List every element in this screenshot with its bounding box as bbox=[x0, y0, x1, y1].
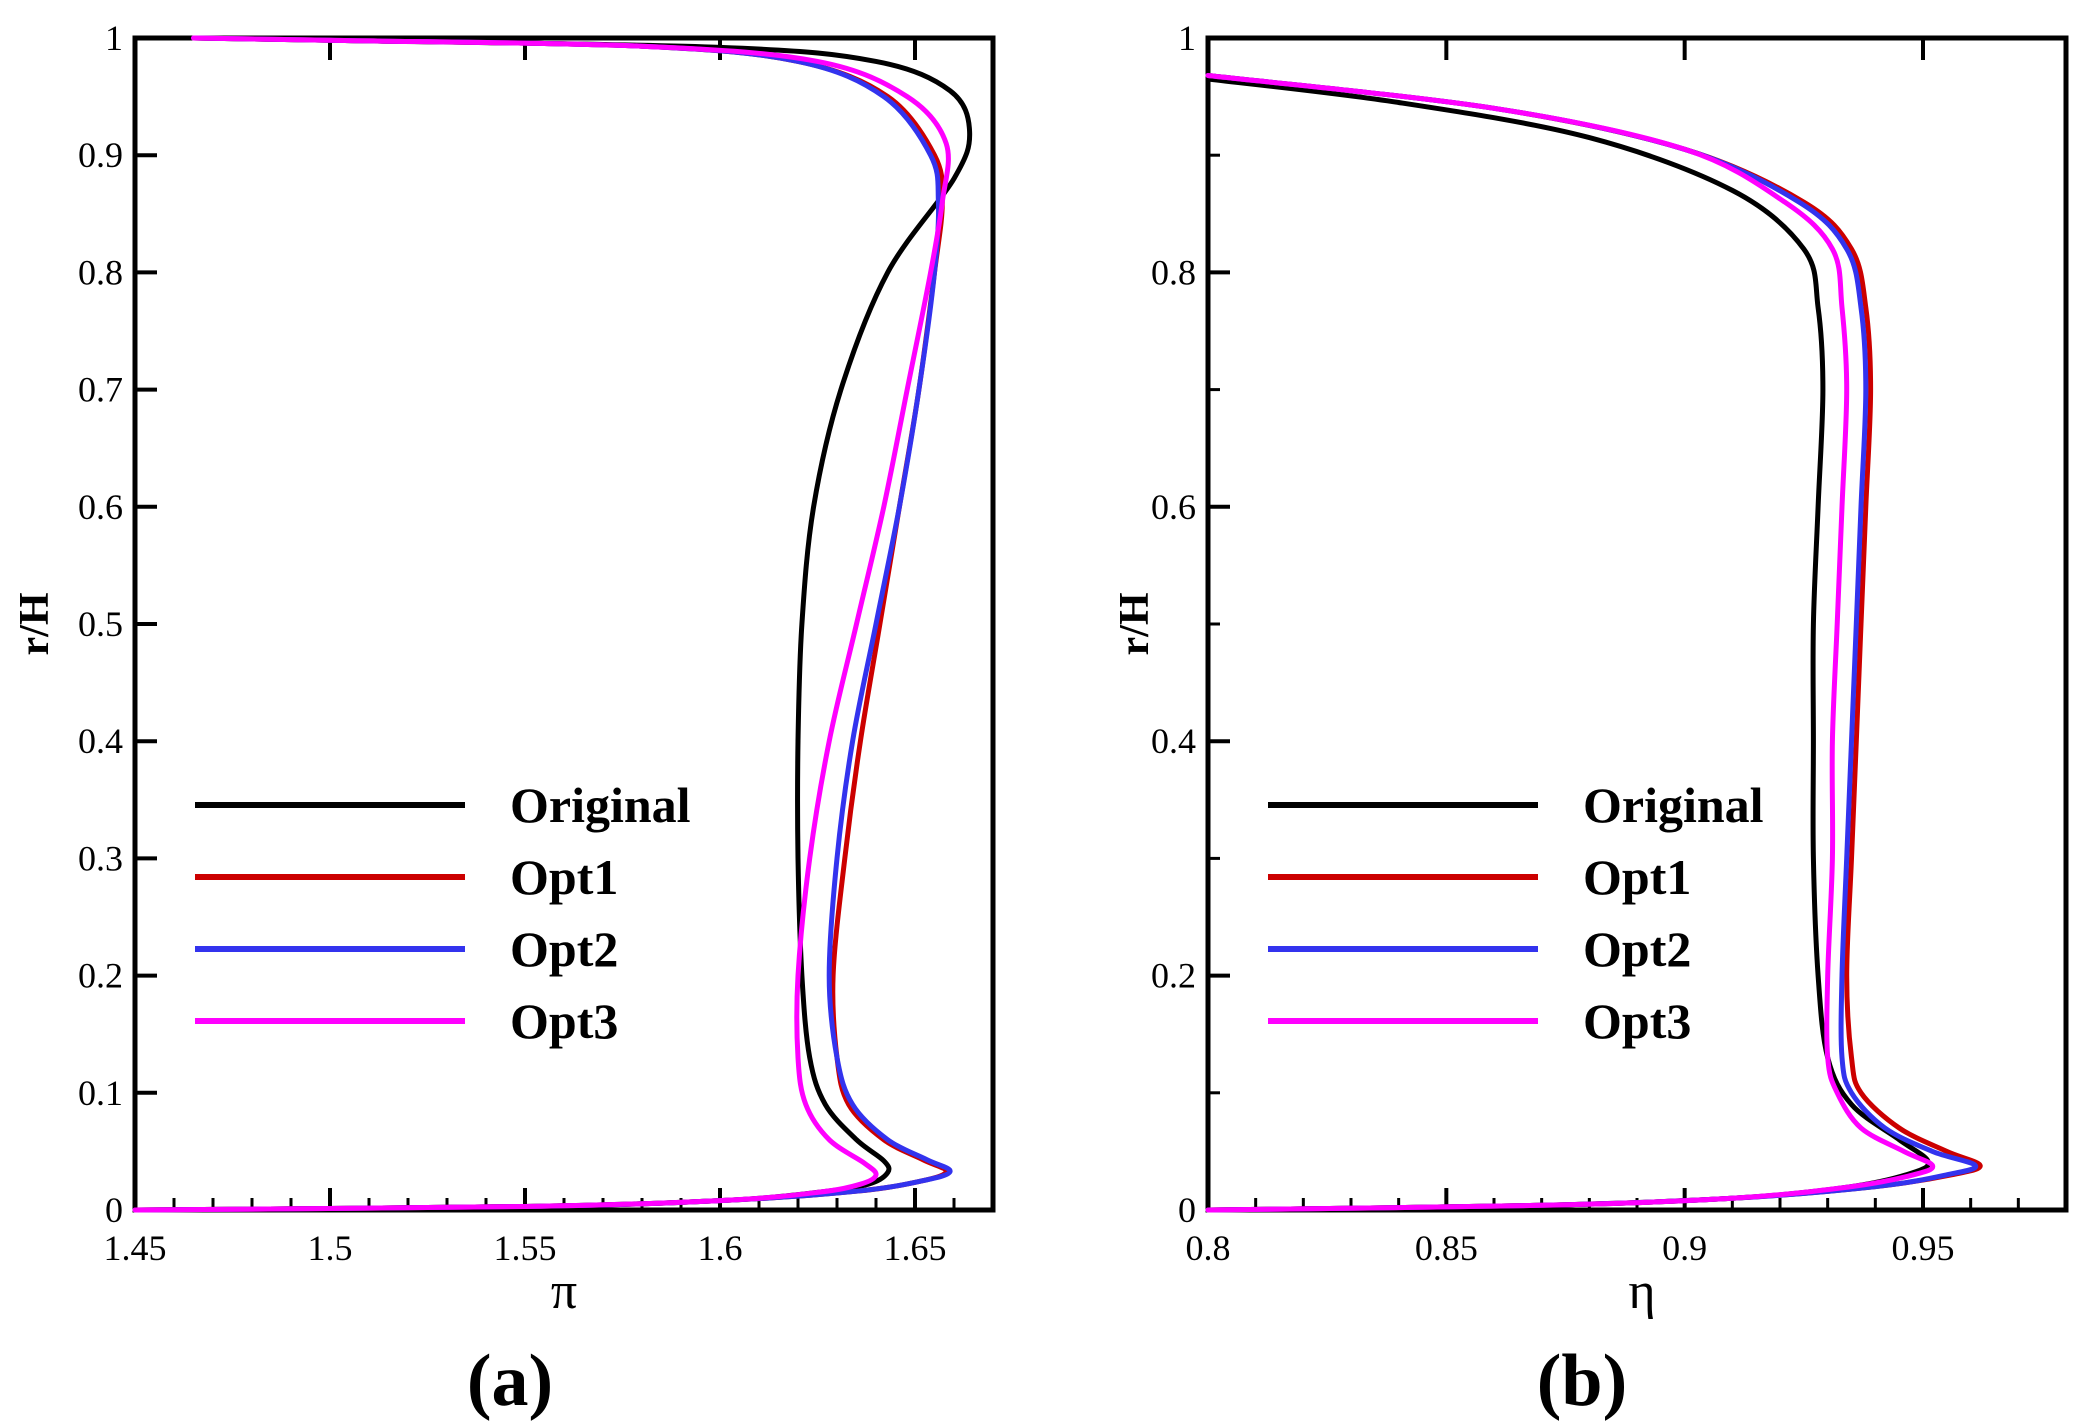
panel-a-series-opt3 bbox=[132, 35, 951, 1213]
panel-b-y-tick-label-5: 1 bbox=[1178, 18, 1196, 58]
panel-b-x-axis-title: η bbox=[1628, 1263, 1655, 1320]
panel-a-y-tick-label-0: 0 bbox=[105, 1190, 123, 1230]
panel-b-x-tick-label-0: 0.8 bbox=[1186, 1228, 1231, 1268]
panel-a-series-opt2 bbox=[132, 35, 953, 1213]
panel-a-legend-label-opt2: Opt2 bbox=[510, 921, 618, 977]
panel-a-x-tick-label-4: 1.65 bbox=[884, 1228, 947, 1268]
panel-b-x-tick-label-2: 0.9 bbox=[1662, 1228, 1707, 1268]
panel-a-legend-label-original: Original bbox=[510, 777, 691, 833]
panel-b-y-tick-label-1: 0.2 bbox=[1151, 956, 1196, 996]
panel-b-y-ticks: 0 0.2 0.4 0.6 0.8 1 bbox=[1151, 18, 1230, 1230]
panel-a-legend-label-opt1: Opt1 bbox=[510, 849, 618, 905]
panel-b: 0.8 0.85 0.9 0.95 0 0.2 0.4 0.6 0.8 1 Original Op… bbox=[1112, 18, 2069, 1422]
panel-a-y-tick-label-10: 1 bbox=[105, 18, 123, 58]
panel-a-y-tick-label-8: 0.8 bbox=[78, 252, 123, 292]
panel-b-x-tick-label-1: 0.85 bbox=[1415, 1228, 1478, 1268]
panel-a-x-tick-label-0: 1.45 bbox=[104, 1228, 167, 1268]
panel-b-y-tick-label-0: 0 bbox=[1178, 1190, 1196, 1230]
panel-a-y-tick-label-3: 0.3 bbox=[78, 838, 123, 878]
panel-a-y-tick-label-2: 0.2 bbox=[78, 956, 123, 996]
panel-b-y-axis-title: r/H bbox=[1112, 593, 1158, 656]
panel-a-x-ticks: 1.45 1.5 1.55 1.6 1.65 bbox=[104, 38, 956, 1268]
panel-a-x-axis-title: π bbox=[551, 1263, 577, 1320]
panel-a-y-tick-label-7: 0.7 bbox=[78, 370, 123, 410]
panel-b-y-tick-label-2: 0.4 bbox=[1151, 721, 1196, 761]
panel-b-legend: Original Opt1 Opt2 Opt3 bbox=[1268, 777, 1764, 1049]
panel-b-series-group bbox=[1205, 73, 1983, 1213]
panel-b-x-tick-label-3: 0.95 bbox=[1892, 1228, 1955, 1268]
panel-a-y-tick-label-4: 0.4 bbox=[78, 721, 123, 761]
panel-b-y-tick-label-4: 0.8 bbox=[1151, 252, 1196, 292]
panel-a-x-tick-label-3: 1.6 bbox=[698, 1228, 743, 1268]
panel-b-legend-label-opt3: Opt3 bbox=[1583, 993, 1691, 1049]
panel-a-x-tick-label-2: 1.55 bbox=[494, 1228, 557, 1268]
panel-b-legend-label-original: Original bbox=[1583, 777, 1764, 833]
panel-a-series-group bbox=[132, 35, 973, 1213]
panel-b-x-ticks: 0.8 0.85 0.9 0.95 bbox=[1186, 38, 2068, 1268]
panel-a-y-ticks: 0 0.1 0.2 0.3 0.4 0.5 0.6 0.7 0.8 0.9 1 bbox=[78, 18, 157, 1230]
panel-a-legend: Original Opt1 Opt2 Opt3 bbox=[195, 777, 691, 1049]
panel-b-series-opt3 bbox=[1205, 73, 1936, 1213]
panel-b-series-original bbox=[1205, 76, 1931, 1213]
panel-b-legend-label-opt1: Opt1 bbox=[1583, 849, 1691, 905]
panel-b-y-tick-label-3: 0.6 bbox=[1151, 487, 1196, 527]
panel-a-y-axis-title: r/H bbox=[12, 593, 58, 656]
panel-b-legend-label-opt2: Opt2 bbox=[1583, 921, 1691, 977]
panel-a-legend-label-opt3: Opt3 bbox=[510, 993, 618, 1049]
panel-b-label: (b) bbox=[1537, 1340, 1627, 1422]
panel-a-x-tick-label-1: 1.5 bbox=[308, 1228, 353, 1268]
panel-a: 1.45 1.5 1.55 1.6 1.65 0 0.1 0.2 0.3 0.4 0.5 0.6 0.… bbox=[12, 18, 996, 1422]
panel-a-y-tick-label-1: 0.1 bbox=[78, 1073, 123, 1113]
panel-a-y-tick-label-5: 0.5 bbox=[78, 604, 123, 644]
panel-a-y-tick-label-6: 0.6 bbox=[78, 487, 123, 527]
panel-a-label: (a) bbox=[467, 1340, 553, 1422]
panel-a-y-tick-label-9: 0.9 bbox=[78, 135, 123, 175]
